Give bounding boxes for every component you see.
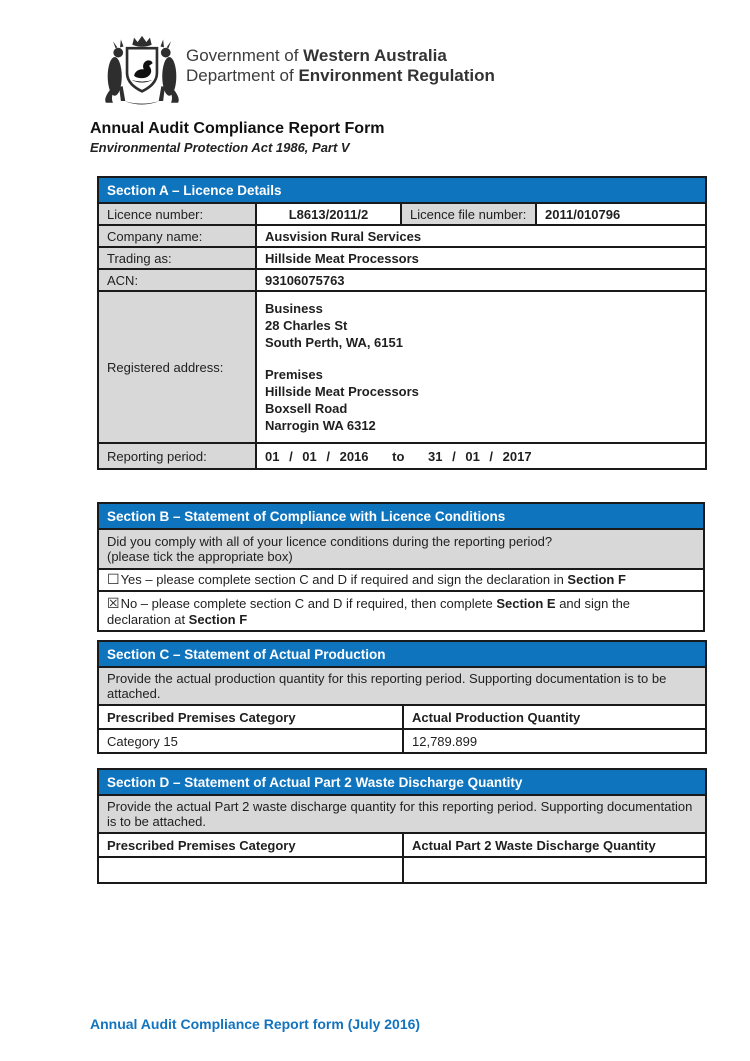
section-c-description-row: Provide the actual production quantity f… <box>97 666 707 706</box>
government-header: Government of Western Australia Departme… <box>186 46 495 86</box>
section-d-header-row: Section D – Statement of Actual Part 2 W… <box>96 768 708 796</box>
section-b-header-row: Section B – Statement of Compliance with… <box>97 502 705 530</box>
yes-option: ☐Yes – please complete section C and D i… <box>97 568 705 592</box>
section-d-col1-header: Prescribed Premises Category <box>97 832 404 858</box>
wa-coat-of-arms-icon <box>98 34 186 110</box>
address-premises-line: Boxsell Road <box>265 401 348 416</box>
no-option-text-2: and sign the declaration at <box>107 595 631 627</box>
licence-number-label: Licence number: <box>97 202 257 226</box>
trading-as-value: Hillside Meat Processors <box>254 246 708 270</box>
registered-address-value: Business 28 Charles St South Perth, WA, … <box>254 290 708 444</box>
section-c-table: Section C – Statement of Actual Producti… <box>97 640 707 754</box>
no-option: ☒No – please complete section C and D if… <box>97 590 705 632</box>
production-quantity-value: 12,789.899 <box>402 728 707 754</box>
address-premises-line: Narrogin WA 6312 <box>265 418 376 433</box>
section-d-description-row: Provide the actual Part 2 waste discharg… <box>96 794 708 834</box>
registered-address-label: Registered address: <box>97 290 257 444</box>
section-d-table: Section D – Statement of Actual Part 2 W… <box>96 768 708 884</box>
trading-as-label: Trading as: <box>97 246 257 270</box>
compliance-question-row: Did you comply with all of your licence … <box>97 528 705 570</box>
address-business-heading: Business <box>265 301 323 316</box>
no-option-bold-2: Section F <box>188 611 248 627</box>
section-b-table: Section B – Statement of Compliance with… <box>97 502 705 632</box>
page-title: Annual Audit Compliance Report Form <box>90 120 385 137</box>
section-c-description: Provide the actual production quantity f… <box>97 666 707 706</box>
licence-file-value: 2011/010796 <box>534 202 708 226</box>
section-c-col1-header: Prescribed Premises Category <box>97 704 404 730</box>
compliance-question: Did you comply with all of your licence … <box>97 528 705 570</box>
section-a-heading: Section A – Licence Details <box>96 176 708 204</box>
no-option-text-1: No – please complete section C and D if … <box>120 595 497 611</box>
section-a-header-row: Section A – Licence Details <box>96 176 708 204</box>
dept-line: Department of Environment Regulation <box>186 66 495 85</box>
section-b-heading: Section B – Statement of Compliance with… <box>97 502 705 530</box>
table-row <box>97 856 708 884</box>
section-a-table: Section A – Licence Details Licence numb… <box>96 176 708 470</box>
section-d-column-header-row: Prescribed Premises Category Actual Part… <box>97 832 708 858</box>
yes-option-row: ☐Yes – please complete section C and D i… <box>97 568 705 592</box>
no-option-row: ☒No – please complete section C and D if… <box>97 590 705 632</box>
reporting-period-row: Reporting period: 01 / 01 / 2016 to 31 /… <box>97 442 708 470</box>
reporting-until: 31 / 01 / 2017 <box>428 448 532 464</box>
waste-quantity-field[interactable] <box>401 856 708 884</box>
acn-row: ACN: 93106075763 <box>97 268 708 292</box>
trading-as-row: Trading as: Hillside Meat Processors <box>97 246 708 270</box>
section-c-column-header-row: Prescribed Premises Category Actual Prod… <box>97 704 707 730</box>
company-name-value: Ausvision Rural Services <box>254 224 708 248</box>
question-line-1: Did you comply with all of your licence … <box>107 534 553 549</box>
section-d-heading: Section D – Statement of Actual Part 2 W… <box>96 768 708 796</box>
section-c-header-row: Section C – Statement of Actual Producti… <box>97 640 707 668</box>
production-category-value: Category 15 <box>97 728 404 754</box>
gov-line: Government of Western Australia <box>186 46 447 65</box>
acn-value: 93106075763 <box>254 268 708 292</box>
address-business-line: South Perth, WA, 6151 <box>265 335 403 350</box>
address-premises-line: Hillside Meat Processors <box>265 384 419 399</box>
reporting-from: 01 / 01 / 2016 <box>265 448 369 464</box>
waste-category-field[interactable] <box>97 856 404 884</box>
company-name-row: Company name: Ausvision Rural Services <box>97 224 708 248</box>
yes-checkbox-icon[interactable]: ☐ <box>107 572 120 588</box>
licence-file-label: Licence file number: <box>400 202 537 226</box>
acn-label: ACN: <box>97 268 257 292</box>
question-line-2: (please tick the appropriate box) <box>107 549 293 564</box>
page-subtitle: Environmental Protection Act 1986, Part … <box>90 140 350 155</box>
section-d-col2-header: Actual Part 2 Waste Discharge Quantity <box>401 832 708 858</box>
footer-text: Annual Audit Compliance Report form (Jul… <box>90 1016 421 1032</box>
address-gap <box>265 351 697 366</box>
address-business-line: 28 Charles St <box>265 318 348 333</box>
title-block: Annual Audit Compliance Report Form Envi… <box>90 120 385 155</box>
licence-number-value: L8613/2011/2 <box>255 202 402 226</box>
company-name-label: Company name: <box>97 224 257 248</box>
no-option-bold-1: Section E <box>496 595 556 611</box>
yes-option-bold: Section F <box>567 572 626 587</box>
section-c-heading: Section C – Statement of Actual Producti… <box>97 640 707 668</box>
section-c-col2-header: Actual Production Quantity <box>402 704 707 730</box>
section-d-description: Provide the actual Part 2 waste discharg… <box>96 794 708 834</box>
reporting-to-word: to <box>392 448 405 464</box>
no-checkbox-icon[interactable]: ☒ <box>107 595 120 612</box>
address-premises-heading: Premises <box>265 367 323 382</box>
reporting-period-label: Reporting period: <box>97 442 257 470</box>
yes-option-text: Yes – please complete section C and D if… <box>120 572 568 587</box>
licence-number-row: Licence number: L8613/2011/2 Licence fil… <box>97 202 708 226</box>
reporting-period-value: 01 / 01 / 2016 to 31 / 01 / 2017 <box>254 442 708 470</box>
table-row: Category 15 12,789.899 <box>97 728 707 754</box>
registered-address-row: Registered address: Business 28 Charles … <box>97 290 708 444</box>
